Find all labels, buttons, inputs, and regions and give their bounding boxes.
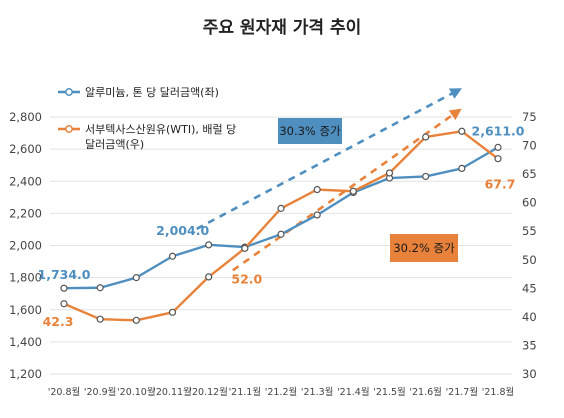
aluminum-point xyxy=(494,143,502,151)
wti-point xyxy=(458,127,466,135)
wti-change-box xyxy=(390,234,458,262)
wti-point xyxy=(132,316,140,324)
y-left-tick-label: 2,000 xyxy=(9,239,42,253)
aluminum-point xyxy=(422,172,430,181)
aluminum-line xyxy=(63,146,499,290)
data-label: 52.0 xyxy=(231,271,262,286)
aluminum-point xyxy=(277,230,285,238)
x-tick-label: '20.9월 xyxy=(84,386,117,398)
y-left-tick-label: 2,400 xyxy=(9,174,42,188)
wti-point xyxy=(241,244,249,252)
x-tick-label: '21.1월 xyxy=(229,386,262,398)
x-tick-label: '21.8월 xyxy=(482,386,515,398)
aluminum-point xyxy=(313,211,321,219)
y-left-tick-label: 1,800 xyxy=(9,271,42,285)
aluminum-point xyxy=(132,274,140,282)
legend-label-line: 서부텍사스산원유(WTI), 배럴 당 xyxy=(85,123,236,136)
wti-point xyxy=(313,185,321,194)
wti-point xyxy=(494,155,502,163)
x-tick-label: '20.11월 xyxy=(153,386,192,398)
y-right-tick-label: 35 xyxy=(522,338,537,352)
aluminum-point xyxy=(60,284,68,292)
wti-point xyxy=(385,169,394,177)
x-tick-label: '21.4월 xyxy=(337,386,370,398)
wti-point xyxy=(277,204,285,212)
y-right-tick-label: 55 xyxy=(522,224,537,238)
y-right-tick-label: 75 xyxy=(522,110,537,124)
wti-change-label: 30.2% 증가 xyxy=(393,241,455,255)
wti-trend-arrow xyxy=(232,108,462,272)
wti-point xyxy=(60,300,68,308)
wti-point xyxy=(96,315,104,323)
wti-point xyxy=(205,273,213,281)
y-right-tick-label: 65 xyxy=(522,167,537,181)
aluminum-point xyxy=(205,241,213,249)
y-right-tick-label: 30 xyxy=(522,367,537,381)
wti-point xyxy=(168,308,177,316)
y-left-tick-label: 2,800 xyxy=(9,110,42,124)
x-tick-label: '21.5월 xyxy=(373,386,406,398)
y-right-tick-label: 40 xyxy=(522,310,537,324)
chart-title: 주요 원자재 가격 추이 xyxy=(203,18,362,38)
y-left-tick-label: 2,200 xyxy=(9,206,42,220)
legend-swatch-marker xyxy=(65,125,73,133)
legend-label-line: 달러금액(우) xyxy=(85,138,144,151)
y-right-tick-label: 50 xyxy=(522,253,537,267)
wti-line xyxy=(63,130,499,322)
y-left-tick-label: 1,200 xyxy=(9,367,42,381)
data-label: 42.3 xyxy=(43,314,74,329)
aluminum-trend-arrow xyxy=(196,88,462,231)
y-right-tick-label: 45 xyxy=(522,281,537,295)
x-tick-label: '21.6월 xyxy=(409,386,442,398)
aluminum-change-box xyxy=(278,118,342,144)
x-tick-label: '20.10월 xyxy=(117,386,156,398)
x-tick-label: '20.8월 xyxy=(48,386,81,398)
x-tick-label: '21.2월 xyxy=(265,386,298,398)
wti-point xyxy=(349,187,357,195)
data-label: 67.7 xyxy=(485,177,516,192)
aluminum-change-label: 30.3% 증가 xyxy=(279,124,341,138)
x-tick-label: '21.7월 xyxy=(446,386,479,398)
y-left-tick-label: 1,400 xyxy=(9,335,42,349)
data-label: 2,004.0 xyxy=(156,223,209,238)
x-tick-label: '21.3월 xyxy=(301,386,334,398)
aluminum-point xyxy=(96,284,104,292)
aluminum-point xyxy=(458,164,466,172)
legend-swatch-marker xyxy=(65,88,73,96)
aluminum-point xyxy=(168,252,177,260)
y-left-tick-label: 2,600 xyxy=(9,142,42,156)
y-right-tick-label: 70 xyxy=(522,139,537,153)
x-tick-label: '20.12월 xyxy=(189,386,228,398)
data-label: 2,611.0 xyxy=(472,123,525,138)
data-label: 1,734.0 xyxy=(38,267,91,282)
legend-label: 알루미늄, 톤 당 달러금액(좌) xyxy=(85,85,219,99)
y-right-tick-label: 60 xyxy=(522,196,537,210)
y-left-tick-label: 1,600 xyxy=(9,303,42,317)
wti-point xyxy=(422,133,430,141)
